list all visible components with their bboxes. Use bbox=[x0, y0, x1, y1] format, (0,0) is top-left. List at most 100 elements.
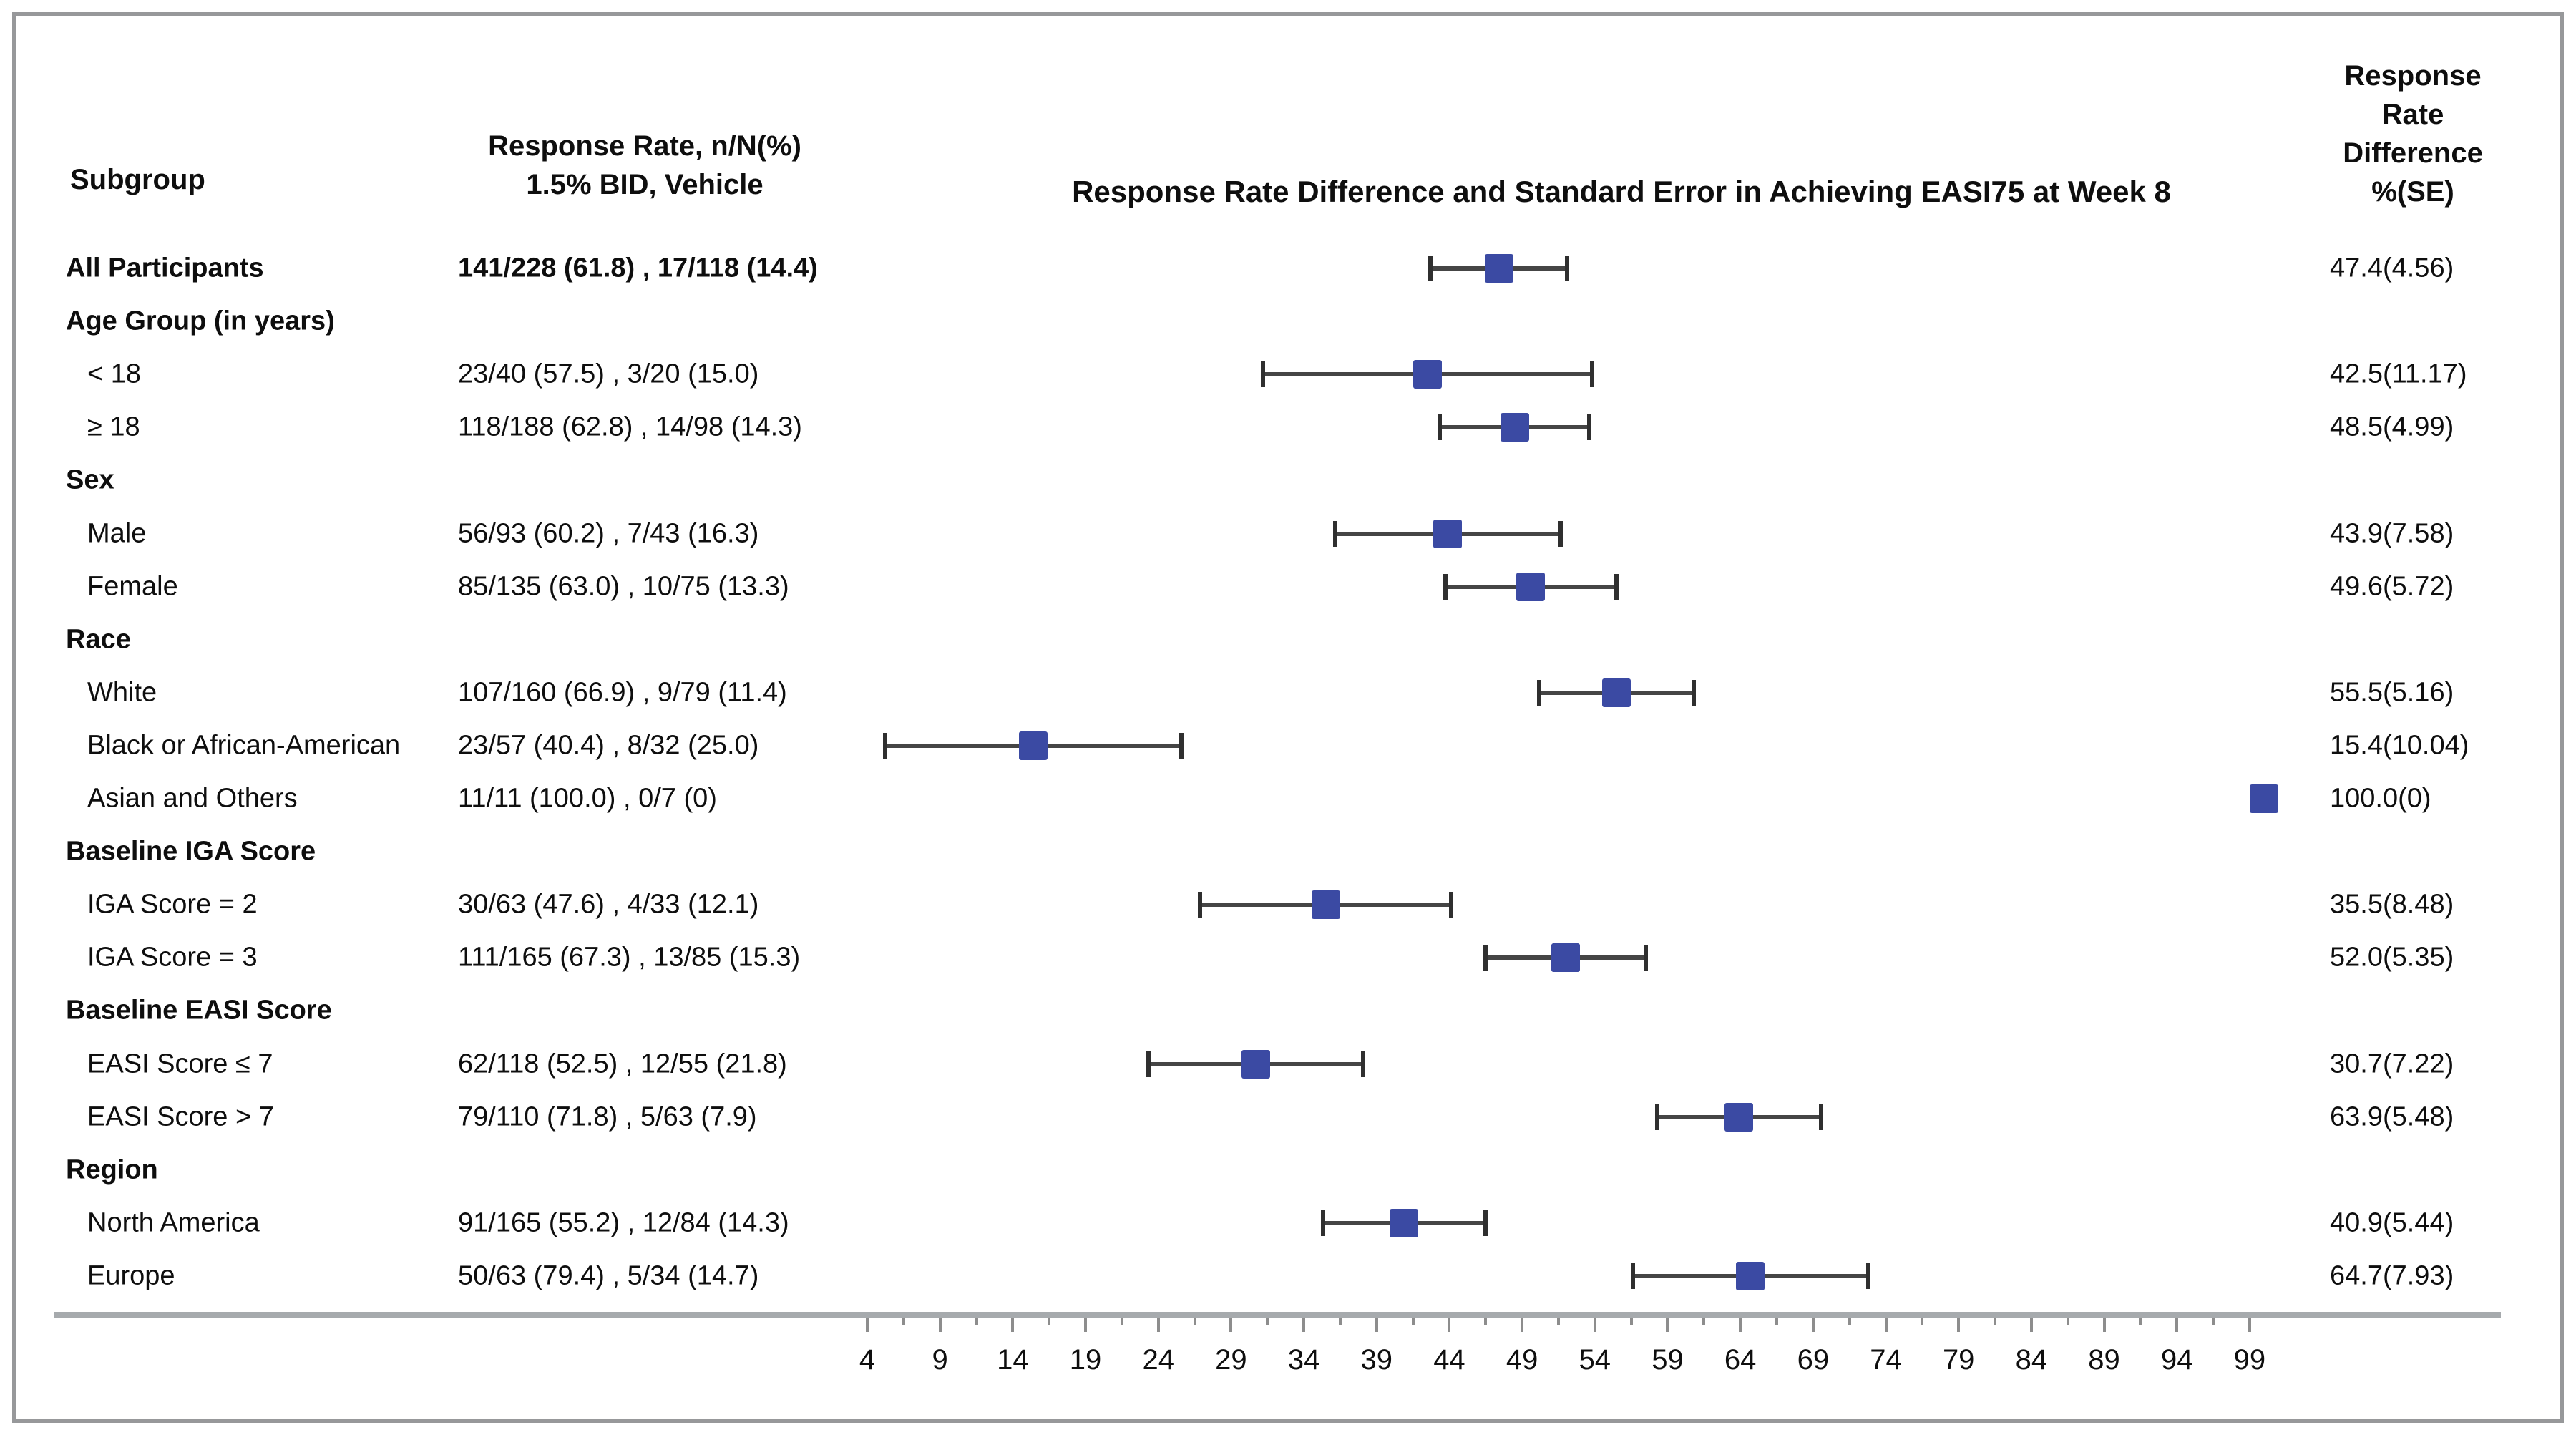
tick-label: 69 bbox=[1797, 1344, 1830, 1376]
rates-value: 85/135 (63.0) , 10/75 (13.3) bbox=[458, 571, 789, 602]
diff-value: 64.7(7.93) bbox=[2330, 1260, 2454, 1291]
error-bar-cap-left bbox=[1483, 945, 1488, 971]
error-bar-cap-left bbox=[1260, 361, 1265, 388]
point-marker bbox=[1500, 413, 1529, 442]
column-header-diff-line2: Rate bbox=[2381, 99, 2444, 130]
point-marker bbox=[1241, 1049, 1270, 1079]
point-marker bbox=[1551, 943, 1581, 973]
column-header-diff-line4: %(SE) bbox=[2371, 176, 2454, 208]
rates-value: 118/188 (62.8) , 14/98 (14.3) bbox=[458, 412, 802, 442]
error-bar-cap-right bbox=[1179, 732, 1184, 759]
major-tick bbox=[2102, 1318, 2106, 1332]
diff-value: 100.0(0) bbox=[2330, 783, 2431, 814]
minor-tick bbox=[1775, 1318, 1778, 1325]
minor-tick bbox=[2139, 1318, 2142, 1325]
major-tick bbox=[1084, 1318, 1088, 1332]
plot-title: Response Rate Difference and Standard Er… bbox=[1072, 174, 2171, 208]
minor-tick bbox=[2212, 1318, 2215, 1325]
subgroup-label: Black or African-American bbox=[87, 730, 401, 761]
error-bar-cap-left bbox=[1320, 1210, 1325, 1236]
rates-value: 79/110 (71.8) , 5/63 (7.9) bbox=[458, 1101, 757, 1132]
tick-label: 64 bbox=[1724, 1344, 1757, 1376]
point-marker bbox=[1311, 890, 1340, 920]
major-tick bbox=[1302, 1318, 1306, 1332]
error-bar-cap-left bbox=[1333, 520, 1338, 547]
major-tick bbox=[1593, 1318, 1596, 1332]
error-bar-cap-left bbox=[882, 732, 887, 759]
major-tick bbox=[1229, 1318, 1233, 1332]
major-tick bbox=[938, 1318, 942, 1332]
error-bar-cap-right bbox=[1643, 945, 1648, 971]
rates-value: 141/228 (61.8) , 17/118 (14.4) bbox=[458, 253, 818, 283]
subgroup-label: EASI Score ≤ 7 bbox=[87, 1049, 273, 1079]
error-bar-cap-right bbox=[1558, 520, 1563, 547]
subgroup-label: Baseline EASI Score bbox=[66, 995, 332, 1026]
error-bar-cap-right bbox=[1565, 256, 1570, 281]
rates-value: 30/63 (47.6) , 4/33 (12.1) bbox=[458, 889, 759, 920]
minor-tick bbox=[975, 1318, 978, 1325]
minor-tick bbox=[1702, 1318, 1706, 1325]
tick-label: 9 bbox=[932, 1344, 948, 1376]
tick-label: 79 bbox=[1942, 1344, 1975, 1376]
point-marker bbox=[1724, 1102, 1754, 1132]
error-bar-cap-right bbox=[1483, 1210, 1488, 1236]
major-tick bbox=[1448, 1318, 1451, 1332]
tick-label: 24 bbox=[1142, 1344, 1174, 1376]
diff-value: 42.5(11.17) bbox=[2330, 359, 2467, 389]
rates-value: 23/40 (57.5) , 3/20 (15.0) bbox=[458, 359, 759, 389]
rates-value: 62/118 (52.5) , 12/55 (21.8) bbox=[458, 1049, 787, 1079]
minor-tick bbox=[2066, 1318, 2069, 1325]
subgroup-label: Region bbox=[66, 1154, 158, 1185]
diff-value: 47.4(4.56) bbox=[2330, 253, 2454, 283]
minor-tick bbox=[1193, 1318, 1196, 1325]
minor-tick bbox=[1921, 1318, 1924, 1325]
minor-tick bbox=[1484, 1318, 1488, 1325]
diff-value: 55.5(5.16) bbox=[2330, 677, 2454, 708]
figure-border: Subgroup Response Rate, n/N(%) 1.5% BID,… bbox=[12, 12, 2564, 1423]
tick-label: 84 bbox=[2015, 1344, 2048, 1376]
point-marker bbox=[1516, 572, 1546, 601]
error-bar-cap-right bbox=[1587, 414, 1592, 441]
error-bar-cap-right bbox=[1360, 1051, 1365, 1077]
major-tick bbox=[1666, 1318, 1669, 1332]
major-tick bbox=[1156, 1318, 1160, 1332]
minor-tick bbox=[1266, 1318, 1269, 1325]
axis-line bbox=[54, 1312, 2501, 1318]
column-header-diff-line3: Difference bbox=[2343, 137, 2483, 169]
major-tick bbox=[2029, 1318, 2033, 1332]
tick-label: 19 bbox=[1069, 1344, 1102, 1376]
minor-tick bbox=[1848, 1318, 1851, 1325]
subgroup-label: Race bbox=[66, 624, 131, 655]
diff-value: 49.6(5.72) bbox=[2330, 571, 2454, 602]
diff-value: 40.9(5.44) bbox=[2330, 1207, 2454, 1238]
point-marker bbox=[2250, 784, 2279, 813]
minor-tick bbox=[1411, 1318, 1415, 1325]
tick-label: 94 bbox=[2160, 1344, 2193, 1376]
rates-value: 11/11 (100.0) , 0/7 (0) bbox=[458, 783, 717, 814]
tick-label: 29 bbox=[1215, 1344, 1247, 1376]
minor-tick bbox=[1048, 1318, 1051, 1325]
point-marker bbox=[1413, 360, 1442, 389]
tick-label: 54 bbox=[1579, 1344, 1611, 1376]
diff-value: 15.4(10.04) bbox=[2330, 730, 2469, 761]
subgroup-label: Age Group (in years) bbox=[66, 306, 335, 336]
subgroup-label: < 18 bbox=[87, 359, 142, 389]
diff-value: 63.9(5.48) bbox=[2330, 1101, 2454, 1132]
column-header-rates-line1: Response Rate, n/N(%) bbox=[488, 130, 801, 162]
major-tick bbox=[2175, 1318, 2179, 1332]
diff-value: 43.9(7.58) bbox=[2330, 518, 2454, 548]
tick-label: 44 bbox=[1433, 1344, 1465, 1376]
error-bar-cap-left bbox=[1537, 679, 1542, 706]
diff-value: 48.5(4.99) bbox=[2330, 412, 2454, 442]
major-tick bbox=[2248, 1318, 2251, 1332]
tick-label: 4 bbox=[859, 1344, 876, 1376]
minor-tick bbox=[1120, 1318, 1123, 1325]
subgroup-label: ≥ 18 bbox=[87, 412, 140, 442]
error-bar-cap-right bbox=[1590, 361, 1595, 388]
subgroup-label: Sex bbox=[66, 464, 114, 495]
rates-value: 107/160 (66.9) , 9/79 (11.4) bbox=[458, 677, 787, 708]
tick-label: 59 bbox=[1652, 1344, 1684, 1376]
rates-value: 23/57 (40.4) , 8/32 (25.0) bbox=[458, 730, 759, 761]
subgroup-label: White bbox=[87, 677, 157, 708]
